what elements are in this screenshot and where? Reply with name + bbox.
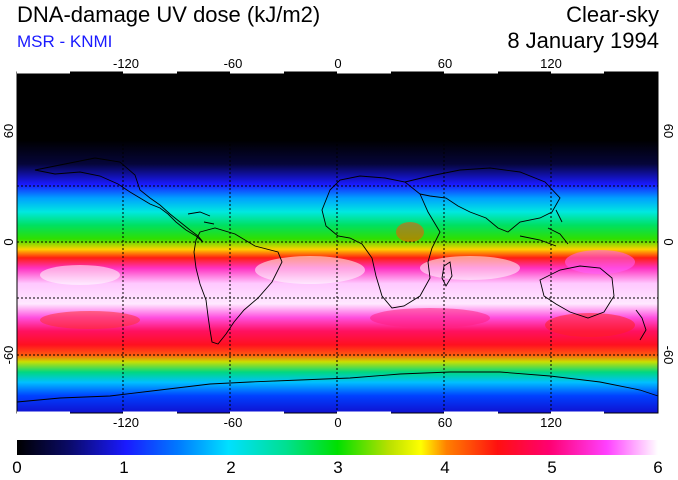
lon-label-top: 120	[540, 56, 562, 71]
graticule	[17, 72, 658, 413]
coast-madagascar	[441, 261, 453, 287]
colorbar-label: 3	[333, 458, 343, 477]
coast-asia	[404, 167, 561, 233]
lon-label-bottom: 120	[540, 415, 562, 430]
colorbar-label: 5	[547, 458, 557, 477]
coast-australia	[539, 265, 615, 319]
colorbar-label: 0	[12, 458, 22, 477]
colorbar	[17, 440, 658, 455]
lon-label-top: 0	[334, 56, 341, 71]
lon-label-bottom: 60	[438, 415, 452, 430]
uv-dose-map: -120 -60 0 60 120 -120 -60 0 60 120 60 0…	[1, 56, 676, 430]
colorbar-label: 1	[119, 458, 129, 477]
frame-ticks	[17, 70, 604, 415]
lat-label-left: -60	[1, 346, 16, 365]
sky-condition-label: Clear-sky	[566, 2, 659, 27]
uv-field-patches	[40, 222, 635, 337]
colorbar-label: 2	[226, 458, 236, 477]
lat-label-right: 0	[661, 238, 676, 245]
colorbar-label: 6	[653, 458, 663, 477]
lon-label-bottom: -60	[224, 415, 243, 430]
colorbar-label: 4	[440, 458, 450, 477]
data-source-label: MSR - KNMI	[17, 32, 113, 51]
lon-label-top: -120	[113, 56, 139, 71]
coast-new-zealand	[635, 309, 647, 341]
coast-africa	[321, 175, 441, 309]
lat-label-left: 0	[1, 238, 16, 245]
lon-label-top: 60	[438, 56, 452, 71]
coast-south-america	[193, 227, 283, 345]
lat-label-right: 60	[661, 124, 676, 138]
lon-label-top: -60	[224, 56, 243, 71]
coast-north-america	[34, 157, 204, 243]
date-label: 8 January 1994	[507, 28, 659, 53]
coast-antarctica	[16, 371, 659, 403]
coast-caribbean	[187, 211, 215, 225]
coastlines	[16, 157, 659, 403]
map-title: DNA-damage UV dose (kJ/m2)	[17, 2, 321, 27]
lon-label-bottom: -120	[113, 415, 139, 430]
lat-label-left: 60	[1, 124, 16, 138]
lon-label-bottom: 0	[334, 415, 341, 430]
lat-label-right: -60	[661, 346, 676, 365]
